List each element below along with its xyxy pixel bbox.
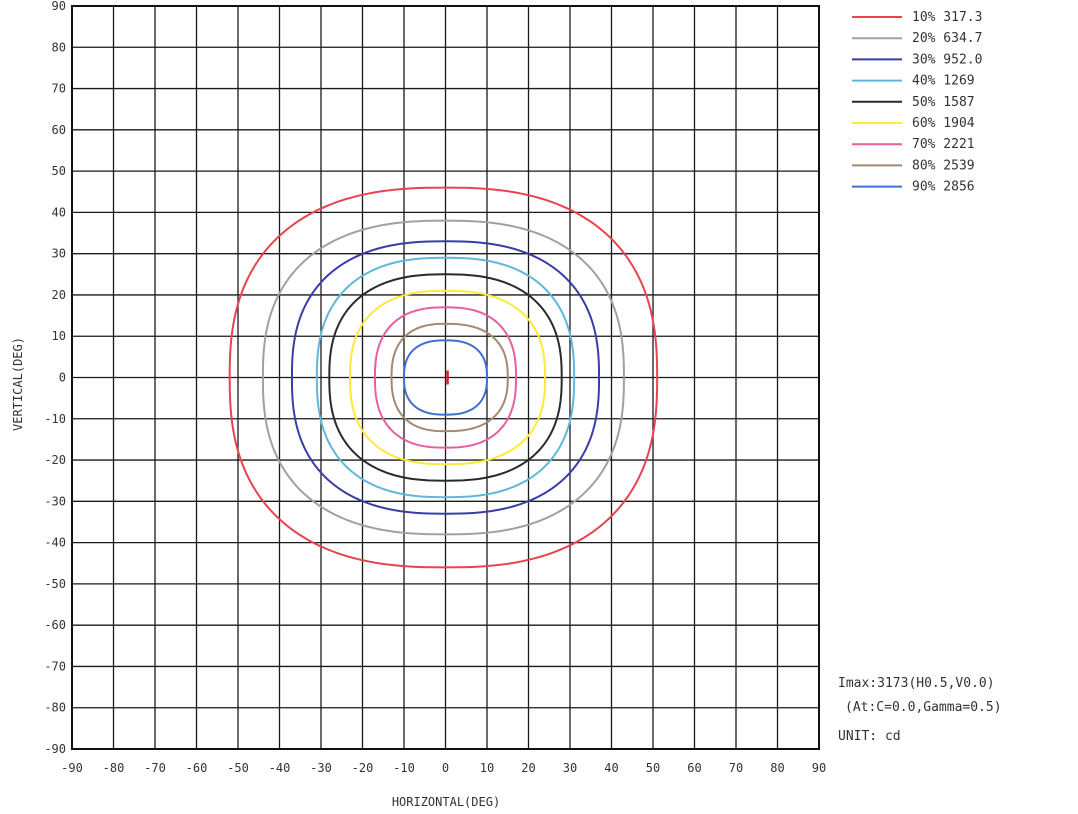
measurement-conditions: (At:C=0.0,Gamma=0.5) [845, 700, 1002, 715]
y-tick-label: -10 [44, 412, 66, 426]
x-tick-label: 0 [442, 761, 449, 775]
y-tick-label: 80 [52, 40, 66, 54]
contour-series-3 [290, 240, 601, 515]
contour-curves [228, 186, 659, 569]
y-tick-label: -90 [44, 742, 66, 756]
x-tick-label: -90 [61, 761, 83, 775]
legend-label: 90% 2856 [912, 180, 975, 195]
contour-series-9 [402, 339, 489, 416]
x-tick-label: 60 [687, 761, 701, 775]
contour-series-7 [373, 306, 518, 449]
x-tick-label: 70 [729, 761, 743, 775]
legend-label: 80% 2539 [912, 158, 975, 173]
y-tick-label: 0 [59, 371, 66, 385]
x-tick-label: 40 [604, 761, 618, 775]
legend-label: 60% 1904 [912, 116, 975, 131]
y-tick-label: 40 [52, 205, 66, 219]
x-tick-label: 20 [521, 761, 535, 775]
plot-border [71, 5, 820, 750]
legend-label: 30% 952.0 [912, 52, 982, 67]
y-tick-label: -80 [44, 701, 66, 715]
x-tick-label: -30 [310, 761, 332, 775]
y-tick-label: -30 [44, 494, 66, 508]
y-tick-label: 20 [52, 288, 66, 302]
x-tick-label: 30 [563, 761, 577, 775]
x-axis-title: HORIZONTAL(DEG) [392, 795, 500, 809]
y-tick-label: 60 [52, 123, 66, 137]
y-tick-label: -20 [44, 453, 66, 467]
y-tick-label: -40 [44, 536, 66, 550]
legend-label: 50% 1587 [912, 95, 975, 110]
x-tick-label: -60 [186, 761, 208, 775]
legend-label: 10% 317.3 [912, 10, 982, 25]
y-tick-label: -50 [44, 577, 66, 591]
legend-label: 40% 1269 [912, 74, 975, 89]
contour-series-6 [349, 289, 547, 466]
x-tick-label: -10 [393, 761, 415, 775]
y-tick-label: 70 [52, 82, 66, 96]
x-tick-label: 90 [812, 761, 826, 775]
x-tick-label: -50 [227, 761, 249, 775]
y-tick-label: 90 [52, 0, 66, 13]
x-tick-label: -40 [269, 761, 291, 775]
x-tick-label: -80 [103, 761, 125, 775]
plot-frame [71, 5, 820, 750]
legend: 10% 317.3 20% 634.7 30% 952.0 40% 1269 50% 1… [852, 10, 982, 195]
x-tick-label: 80 [770, 761, 784, 775]
y-axis-title: VERTICAL(DEG) [11, 337, 25, 431]
x-tick-label: 10 [480, 761, 494, 775]
imax-readout: Imax:3173(H0.5,V0.0) [838, 676, 995, 691]
y-axis-ticks: 90 80 70 60 50 40 30 20 10 0 -10 -20 -30 -40 -50 -60 -70… [44, 0, 66, 756]
x-tick-label: -70 [144, 761, 166, 775]
contour-series-8 [390, 322, 509, 433]
y-tick-label: -70 [44, 659, 66, 673]
y-tick-label: 30 [52, 247, 66, 261]
y-tick-label: 10 [52, 329, 66, 343]
x-tick-label: -20 [352, 761, 374, 775]
y-tick-label: 50 [52, 164, 66, 178]
contour-series-1 [228, 186, 659, 569]
contour-series-2 [261, 219, 625, 536]
contour-series-5 [328, 273, 563, 482]
x-tick-label: 50 [646, 761, 660, 775]
x-axis-ticks: -90 -80 -70 -60 -50 -40 -30 -20 -10 0 10 20 30 40 50 60… [61, 761, 826, 775]
legend-label: 20% 634.7 [912, 31, 982, 46]
unit-label: UNIT: cd [838, 729, 901, 744]
legend-label: 70% 2221 [912, 137, 975, 152]
y-tick-label: -60 [44, 618, 66, 632]
contour-series-4 [315, 256, 576, 499]
